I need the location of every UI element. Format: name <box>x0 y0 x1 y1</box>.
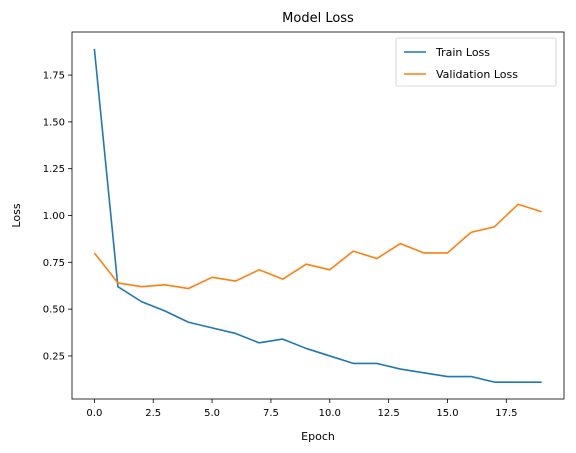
legend-label: Validation Loss <box>436 68 518 81</box>
x-axis-label: Epoch <box>301 430 335 443</box>
y-tick-label: 1.00 <box>43 211 65 222</box>
x-tick-label: 15.0 <box>436 408 458 419</box>
train-loss-line <box>93 48 542 383</box>
chart-title: Model Loss <box>282 11 354 26</box>
plot-lines <box>93 48 542 383</box>
legend-box <box>395 37 557 87</box>
x-axis: 0.0 2.5 5.0 7.5 10.0 12.5 15.0 17.5 <box>86 399 517 419</box>
y-tick-label: 0.75 <box>43 258 65 269</box>
y-tick-label: 1.25 <box>43 164 65 175</box>
y-axis-label: Loss <box>10 203 23 227</box>
y-tick-label: 0.25 <box>43 351 65 362</box>
x-tick-label: 5.0 <box>204 408 220 419</box>
validation-loss-line <box>93 203 542 290</box>
x-tick-label: 12.5 <box>377 408 399 419</box>
y-tick-label: 1.50 <box>43 117 65 128</box>
x-tick-label: 7.5 <box>263 408 279 419</box>
y-tick-label: 0.50 <box>43 305 65 316</box>
y-tick-label: 1.75 <box>43 71 65 82</box>
y-axis: 0.25 0.50 0.75 1.00 1.25 1.50 1.75 <box>43 71 72 362</box>
legend-label: Train Loss <box>435 46 490 59</box>
x-tick-label: 17.5 <box>495 408 517 419</box>
x-tick-label: 2.5 <box>145 408 161 419</box>
x-tick-label: 0.0 <box>86 408 102 419</box>
legend: Train Loss Validation Loss <box>395 37 557 87</box>
x-tick-label: 10.0 <box>319 408 341 419</box>
plot-frame <box>71 31 565 400</box>
